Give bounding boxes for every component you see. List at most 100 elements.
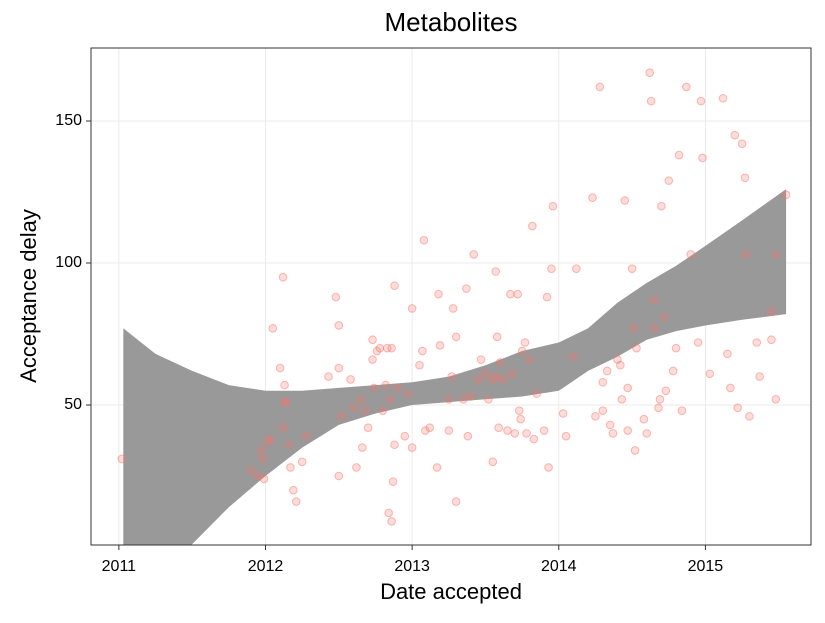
point — [324, 372, 333, 381]
point — [569, 352, 578, 362]
point — [291, 497, 301, 506]
x-tick-label: 2015 — [688, 558, 724, 575]
point — [548, 201, 558, 211]
point — [278, 423, 288, 433]
point — [494, 423, 503, 433]
point — [369, 383, 379, 393]
point — [529, 434, 539, 444]
point — [280, 380, 289, 390]
point — [547, 264, 556, 273]
point — [517, 346, 527, 356]
point — [705, 369, 715, 379]
point — [387, 517, 396, 526]
point — [693, 338, 703, 347]
x-tick-label: 2011 — [102, 558, 137, 575]
point — [745, 412, 754, 421]
point — [284, 440, 294, 450]
point — [572, 264, 581, 273]
point — [503, 426, 512, 435]
point — [752, 338, 762, 347]
point — [275, 363, 285, 373]
point — [520, 338, 530, 347]
point — [617, 395, 627, 404]
x-tick-label: 2014 — [541, 558, 577, 575]
point — [268, 324, 278, 333]
point — [492, 332, 502, 342]
point — [447, 372, 457, 381]
point — [726, 383, 735, 393]
point — [258, 454, 267, 464]
point — [649, 295, 659, 305]
point — [378, 406, 388, 415]
point — [393, 383, 402, 393]
point — [528, 221, 537, 231]
x-tick-label: 2012 — [248, 558, 284, 575]
point — [608, 429, 618, 438]
point — [444, 395, 454, 404]
point — [740, 173, 750, 183]
point — [385, 395, 395, 404]
point — [655, 395, 665, 404]
point — [349, 403, 358, 413]
point — [463, 431, 473, 441]
point — [334, 321, 344, 330]
point — [286, 463, 295, 472]
point — [435, 341, 445, 350]
point — [400, 431, 410, 441]
point — [117, 454, 127, 464]
point — [623, 426, 633, 435]
point — [646, 96, 656, 106]
point — [473, 375, 483, 384]
point — [256, 446, 266, 455]
point — [733, 403, 742, 413]
point — [368, 335, 377, 344]
point — [459, 395, 468, 404]
point — [668, 366, 678, 376]
point — [664, 176, 674, 185]
point — [742, 250, 751, 259]
point — [595, 82, 605, 92]
point — [488, 457, 498, 467]
point — [602, 366, 612, 376]
point — [337, 412, 347, 421]
point — [434, 289, 443, 299]
point — [771, 395, 781, 404]
point — [767, 306, 776, 316]
point — [297, 457, 307, 467]
y-tick-label: 100 — [55, 254, 82, 271]
point — [346, 375, 355, 384]
point — [462, 284, 471, 293]
point — [516, 414, 525, 424]
point — [495, 358, 505, 367]
point — [451, 332, 461, 342]
point — [491, 267, 501, 276]
point — [696, 96, 706, 106]
point — [561, 431, 571, 441]
point — [444, 426, 454, 435]
point — [522, 429, 531, 438]
point — [421, 426, 430, 435]
y-tick-label: 50 — [64, 396, 82, 413]
point — [558, 409, 568, 418]
point — [390, 440, 399, 450]
point — [451, 497, 461, 506]
point — [403, 389, 413, 398]
point — [737, 139, 747, 149]
chart-title: Metabolites — [385, 7, 518, 37]
point — [605, 420, 615, 430]
point — [629, 324, 638, 333]
point — [588, 193, 597, 202]
x-axis-title: Date accepted — [380, 579, 522, 604]
point — [686, 250, 696, 259]
point — [616, 360, 625, 370]
point — [674, 150, 684, 160]
axes: 2011 2012 2013 2014 2015 50 100 150 — [55, 112, 723, 575]
point — [360, 406, 370, 415]
point — [387, 343, 396, 353]
point — [498, 375, 508, 384]
point — [281, 397, 291, 407]
point — [660, 312, 669, 322]
point — [302, 431, 311, 441]
